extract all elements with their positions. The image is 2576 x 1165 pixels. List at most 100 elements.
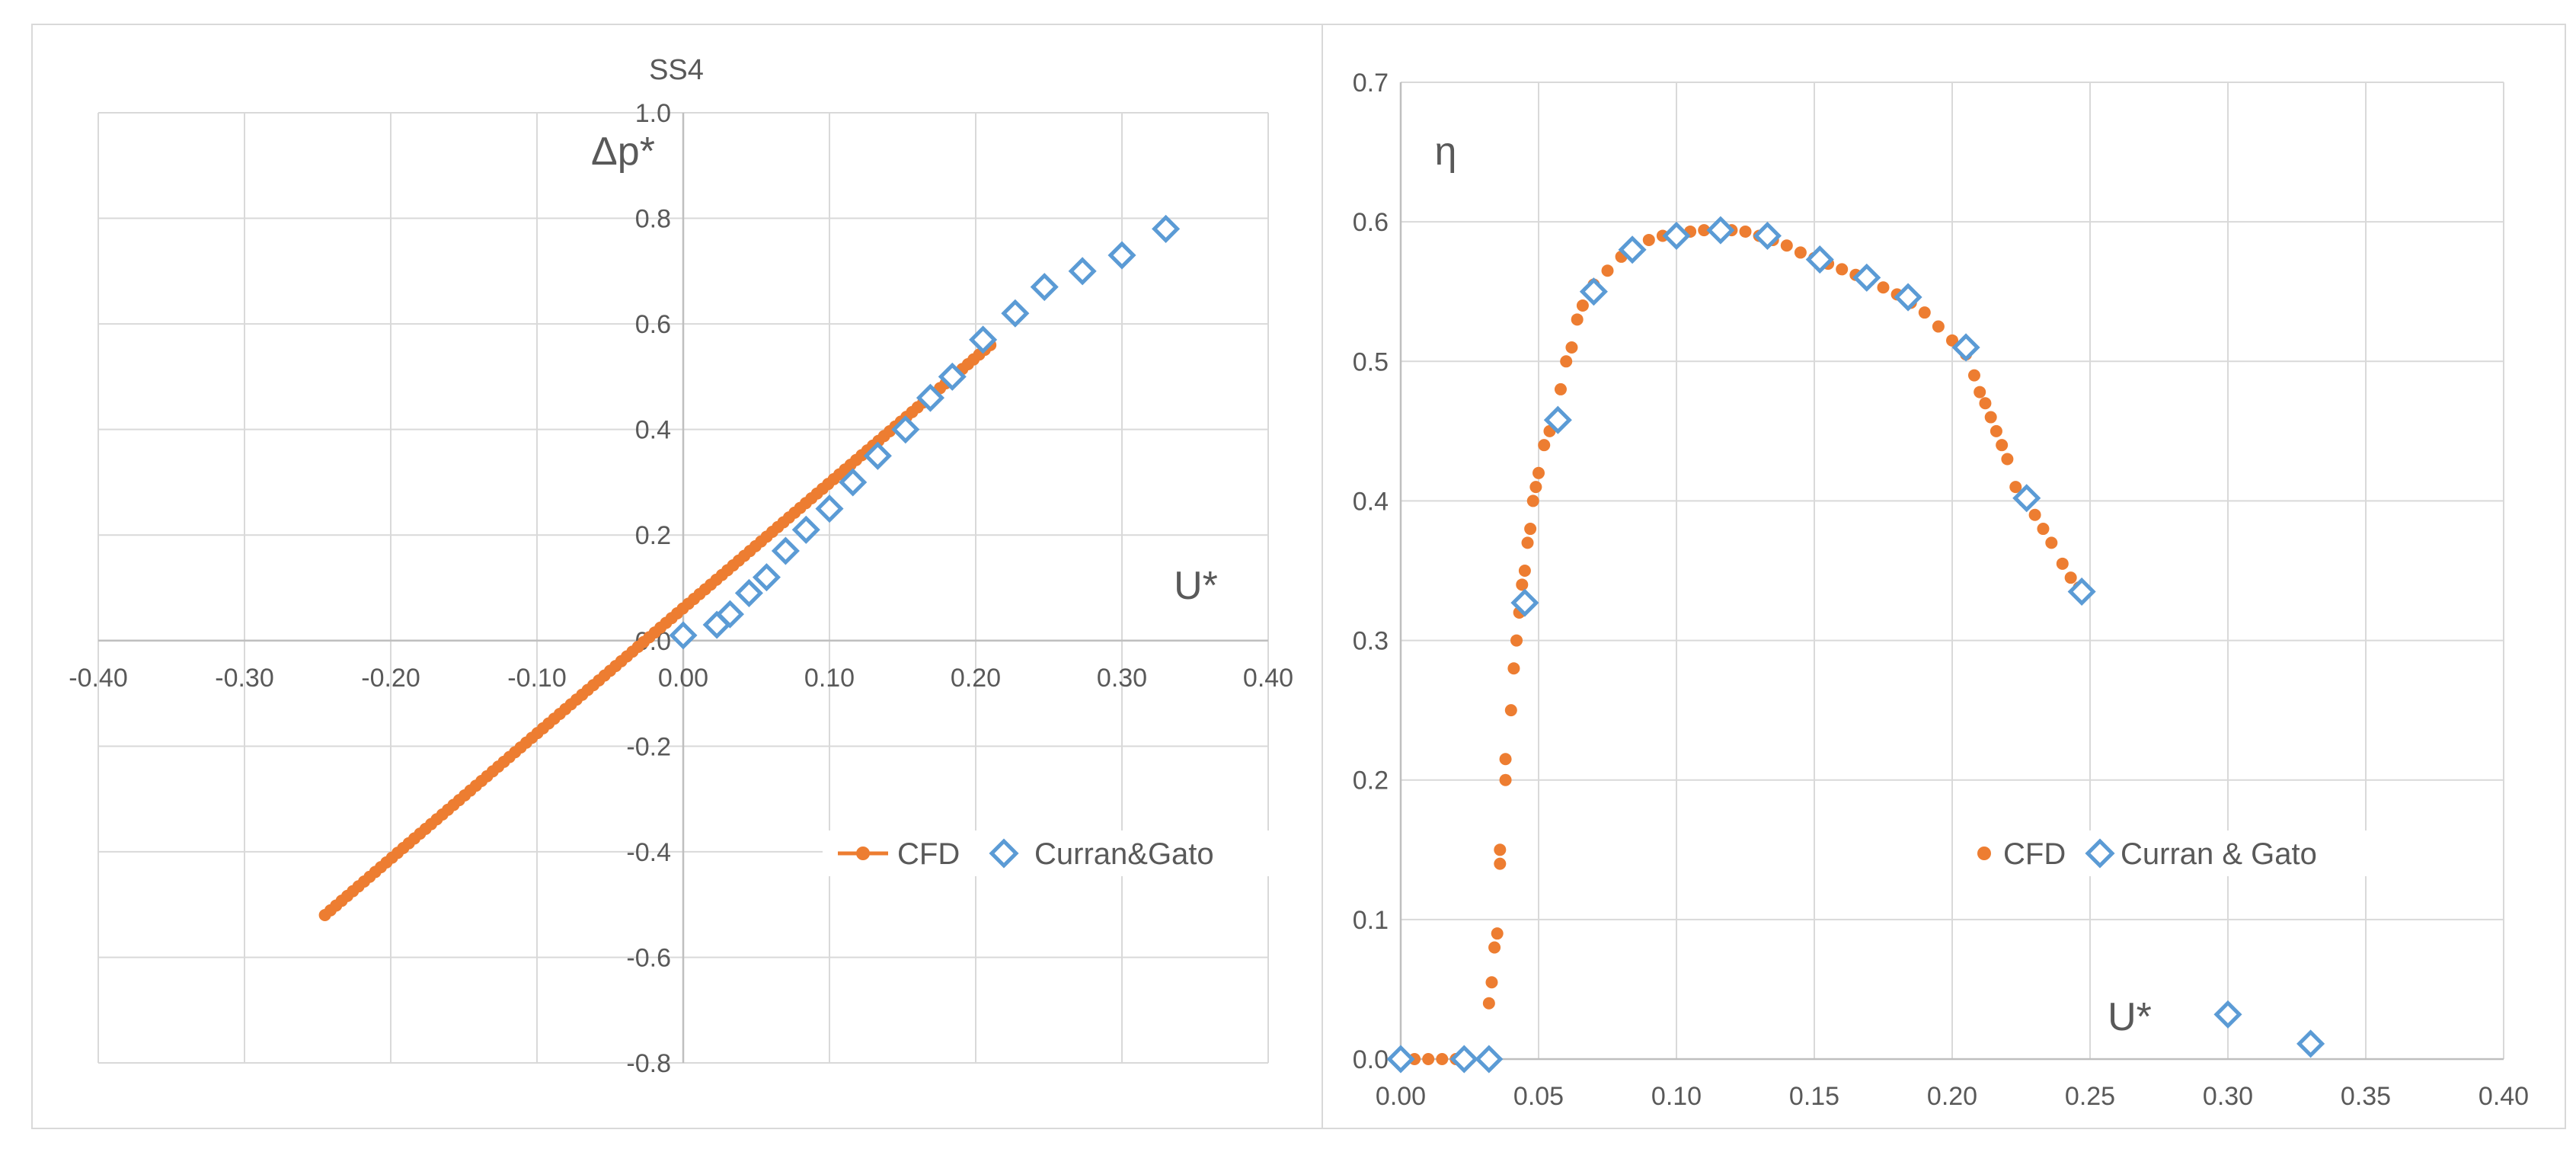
chart-left-y-axis-label: Δp* [591, 130, 655, 174]
chart-right-curran-gato-point-10 [1805, 245, 1834, 274]
chart-right-y-tick-3: 0.3 [1353, 627, 1389, 656]
chart-right-cfd-point-8 [1485, 976, 1498, 989]
chart-left-series-curran-gato [669, 214, 1181, 650]
chart-right-curran-gato-point-12 [1894, 283, 1922, 312]
chart-left-legend-curran-gato-marker [989, 838, 1019, 869]
chart-left-curran-gato-point-9 [863, 441, 892, 470]
chart-left-y-tick-3: -0.2 [626, 732, 671, 761]
chart-left-curran-gato-point-14 [1001, 299, 1030, 328]
chart-right-cfd-point-19 [1516, 578, 1529, 591]
chart-right-cfd-point-15 [1504, 704, 1517, 717]
chart-right-cfd-point-30 [1560, 355, 1573, 368]
chart-left-x-tick-6: 0.20 [951, 664, 1001, 693]
chart-left-curran-gato-point-8 [839, 468, 868, 497]
chart-right-cfd-point-11 [1494, 857, 1507, 870]
chart-right-cfd-point-26 [1538, 439, 1551, 452]
chart-left-x-tick-2: -0.20 [361, 664, 420, 693]
chart-left-x-tick-5: 0.10 [804, 664, 855, 693]
chart-right-cfd-point-3 [1436, 1053, 1449, 1065]
chart-right-cfd-point-73 [2037, 523, 2050, 536]
chart-left-curran-gato-point-15 [1030, 273, 1059, 302]
chart-right-cfd-point-33 [1576, 299, 1589, 312]
chart-right-curran-gato-point-4 [1543, 405, 1572, 434]
chart-left-tick-labels: -0.40 -0.30 -0.20 -0.10 0.00 0.10 0.20 0.30 0.40… [69, 99, 1293, 1078]
chart-left-frame [31, 24, 1323, 1129]
chart-right-cfd-point-16 [1507, 662, 1520, 675]
chart-left-curran-gato-point-17 [1107, 241, 1136, 270]
chart-right-y-tick-1: 0.1 [1353, 906, 1389, 935]
chart-left-curran-gato-point-12 [938, 362, 967, 391]
chart-left-curran-gato-point-10 [891, 415, 920, 444]
chart-left-curran-gato-point-2 [715, 600, 744, 629]
chart-right-cfd-point-2 [1422, 1053, 1435, 1065]
chart-right-cfd-point-49 [1780, 239, 1793, 252]
chart-right-x-tick-1: 0.05 [1513, 1082, 1564, 1111]
chart-right-legend: CFD Curran & Gato [1965, 831, 2376, 876]
chart-left-curran-gato-point-6 [791, 515, 820, 544]
chart-right-cfd-point-22 [1524, 523, 1537, 536]
chart-right-cfd-point-66 [1984, 411, 1997, 424]
chart-left-series-cfd [318, 338, 997, 922]
chart-right-x-tick-5: 0.25 [2065, 1082, 2115, 1111]
chart-right-curran-gato-point-15 [2067, 577, 2096, 607]
chart-right-legend-cfd-label: CFD [2003, 837, 2066, 871]
chart-left-y-tick-6: 0.4 [635, 416, 671, 445]
chart-right-cfd-point-53 [1836, 263, 1849, 276]
chart-left-legend-background [823, 831, 1280, 876]
chart-right-curran-gato-point-16 [2213, 1000, 2242, 1029]
chart-right-y-tick-6: 0.6 [1353, 208, 1389, 237]
chart-right-curran-gato-point-8 [1706, 216, 1735, 245]
chart-right-cfd-point-72 [2028, 508, 2041, 521]
chart-right-cfd-point-70 [2009, 481, 2022, 494]
chart-left-dp: -0.40 -0.30 -0.20 -0.10 0.00 0.10 0.20 0.30 0.40… [31, 24, 1323, 1129]
chart-left-x-tick-1: -0.30 [215, 664, 274, 693]
chart-left-y-tick-8: 0.8 [635, 205, 671, 234]
chart-right-legend-curran-gato-label: Curran & Gato [2121, 837, 2317, 871]
chart-left-curran-gato-point-11 [916, 383, 945, 412]
chart-right-cfd-point-60 [1932, 320, 1945, 333]
chart-right-cfd-point-69 [2001, 453, 2014, 466]
chart-right-cfd-point-29 [1554, 382, 1567, 395]
chart-right-cfd-point-68 [1996, 439, 2009, 452]
chart-right-cfd-point-76 [2064, 571, 2077, 584]
chart-left-curran-gato-point-0 [669, 621, 698, 650]
chart-right-cfd-point-64 [1974, 386, 1986, 398]
chart-right-cfd-point-20 [1518, 565, 1531, 577]
chart-right-y-tick-0: 0.0 [1353, 1045, 1389, 1074]
chart-left-legend-curran-gato-label: Curran&Gato [1034, 837, 1214, 871]
chart-right-cfd-point-25 [1532, 466, 1545, 479]
chart-left-curran-gato-point-3 [734, 578, 763, 607]
chart-right-curran-gato-point-11 [1852, 263, 1881, 292]
chart-left-curran-gato-point-4 [752, 563, 781, 592]
chart-left-y-tick-9: 1.0 [635, 99, 671, 128]
chart-left-x-axis-label: U* [1174, 564, 1218, 608]
chart-right-cfd-point-13 [1499, 773, 1512, 786]
chart-right-cfd-point-17 [1510, 634, 1523, 647]
chart-right-tick-labels: 0.00 0.05 0.10 0.15 0.20 0.25 0.30 0.35 0.40 0.0 0… [1353, 69, 2529, 1111]
chart-left-x-tick-4: 0.00 [658, 664, 708, 693]
chart-right-cfd-point-24 [1529, 481, 1542, 494]
chart-right-cfd-point-14 [1499, 753, 1512, 766]
chart-right-cfd-point-67 [1990, 424, 2002, 437]
chart-right-cfd-point-65 [1979, 397, 1992, 410]
chart-left-curran-gato-point-18 [1152, 214, 1181, 243]
chart-right-curran-gato-point-1 [1449, 1045, 1478, 1074]
chart-left-curran-gato-point-16 [1068, 257, 1097, 286]
chart-left-y-tick-0: -0.8 [626, 1049, 671, 1078]
chart-right-y-axis-label: η [1435, 130, 1457, 174]
chart-right-cfd-point-31 [1565, 341, 1578, 354]
chart-right-cfd-point-74 [2045, 536, 2058, 549]
chart-right-cfd-point-10 [1491, 927, 1504, 940]
chart-right-curran-gato-point-5 [1579, 277, 1608, 306]
chart-left-y-tick-1: -0.6 [626, 943, 671, 972]
chart-right-x-axis-label: U* [2108, 995, 2152, 1039]
chart-right-cfd-point-7 [1482, 997, 1495, 1010]
chart-left-curran-gato-point-5 [771, 536, 800, 565]
chart-right-legend-cfd-marker [1977, 847, 1991, 860]
chart-right-y-tick-4: 0.4 [1353, 487, 1389, 516]
chart-left-x-tick-0: -0.40 [69, 664, 128, 693]
chart-right-x-tick-3: 0.15 [1789, 1082, 1839, 1111]
chart-right-y-tick-7: 0.7 [1353, 69, 1389, 98]
chart-left-legend: CFD Curran&Gato [823, 831, 1280, 876]
